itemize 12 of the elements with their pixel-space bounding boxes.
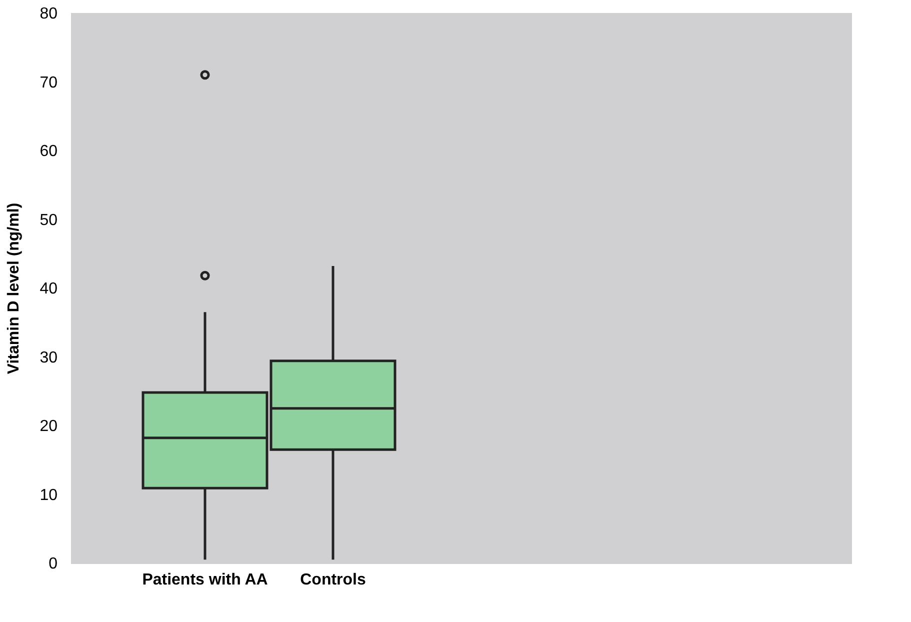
y-tick-label: 20 — [40, 418, 58, 435]
y-tick-label: 0 — [48, 556, 58, 572]
y-tick-label: 60 — [40, 143, 58, 160]
y-tick-label: 70 — [40, 74, 58, 92]
y-tick-label: 40 — [40, 280, 58, 298]
y-tick-label: 30 — [40, 349, 58, 366]
y-tick-label: 80 — [40, 6, 58, 22]
x-tick-label: Controls — [300, 572, 366, 588]
x-tick-label: Patients with AA — [142, 572, 268, 588]
y-axis-title: Vitamin D level (ng/ml) — [6, 202, 23, 374]
y-tick-label: 10 — [40, 486, 58, 504]
y-tick-label: 50 — [40, 212, 58, 229]
